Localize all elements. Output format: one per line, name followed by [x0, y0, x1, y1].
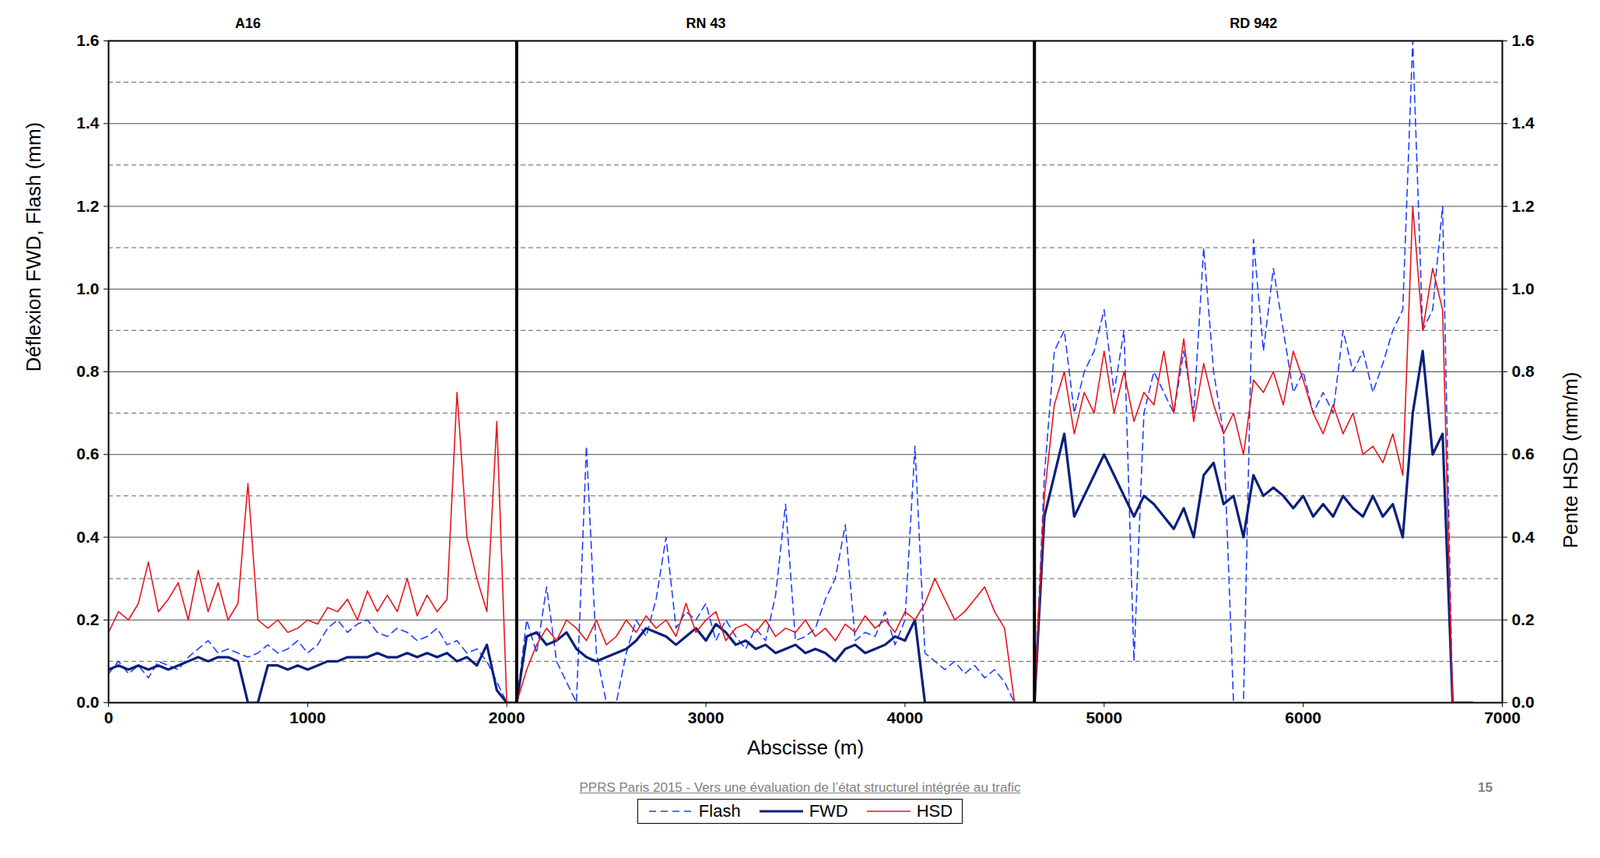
svg-text:0.0: 0.0: [76, 692, 99, 711]
svg-text:1.4: 1.4: [76, 113, 100, 132]
svg-text:1.6: 1.6: [76, 31, 99, 50]
svg-text:RD 942: RD 942: [1229, 15, 1278, 32]
svg-text:Abscisse (m): Abscisse (m): [747, 735, 864, 759]
svg-text:A16: A16: [235, 15, 261, 32]
svg-text:1.6: 1.6: [1512, 31, 1535, 50]
svg-text:0.6: 0.6: [76, 444, 99, 463]
svg-text:7000: 7000: [1484, 708, 1521, 727]
svg-text:2000: 2000: [488, 708, 526, 727]
svg-text:0.8: 0.8: [1512, 361, 1536, 380]
html-text:PPRS Paris 2015 - Vers une éva: PPRS Paris 2015 - Vers une évaluation de…: [579, 779, 1021, 795]
svg-text:0.0: 0.0: [1512, 692, 1535, 711]
svg-text:5000: 5000: [1085, 708, 1123, 727]
svg-text:1.2: 1.2: [1512, 196, 1535, 215]
html-text:15: 15: [1477, 779, 1493, 795]
html-text:FWD: FWD: [809, 800, 849, 821]
svg-text:1.0: 1.0: [1512, 279, 1535, 298]
svg-text:0: 0: [104, 708, 114, 727]
svg-text:1.0: 1.0: [76, 279, 99, 298]
svg-text:0.6: 0.6: [1512, 444, 1535, 463]
html-text:HSD: HSD: [916, 800, 953, 821]
svg-text:1.2: 1.2: [76, 196, 99, 215]
svg-text:RN 43: RN 43: [686, 15, 727, 32]
svg-text:0.2: 0.2: [76, 610, 99, 629]
svg-text:Pente HSD (mm/m): Pente HSD (mm/m): [1558, 371, 1583, 549]
svg-text:0.8: 0.8: [76, 361, 100, 380]
svg-text:1.4: 1.4: [1512, 113, 1536, 132]
svg-text:0.4: 0.4: [1512, 527, 1536, 546]
svg-text:1000: 1000: [289, 708, 327, 727]
svg-text:0.4: 0.4: [76, 527, 100, 546]
svg-text:6000: 6000: [1284, 708, 1322, 727]
svg-text:3000: 3000: [687, 708, 725, 727]
html-text:Flash: Flash: [698, 800, 741, 821]
svg-text:Déflexion FWD, Flash (mm): Déflexion FWD, Flash (mm): [21, 122, 46, 372]
svg-text:0.2: 0.2: [1512, 610, 1535, 629]
svg-text:4000: 4000: [887, 708, 924, 727]
